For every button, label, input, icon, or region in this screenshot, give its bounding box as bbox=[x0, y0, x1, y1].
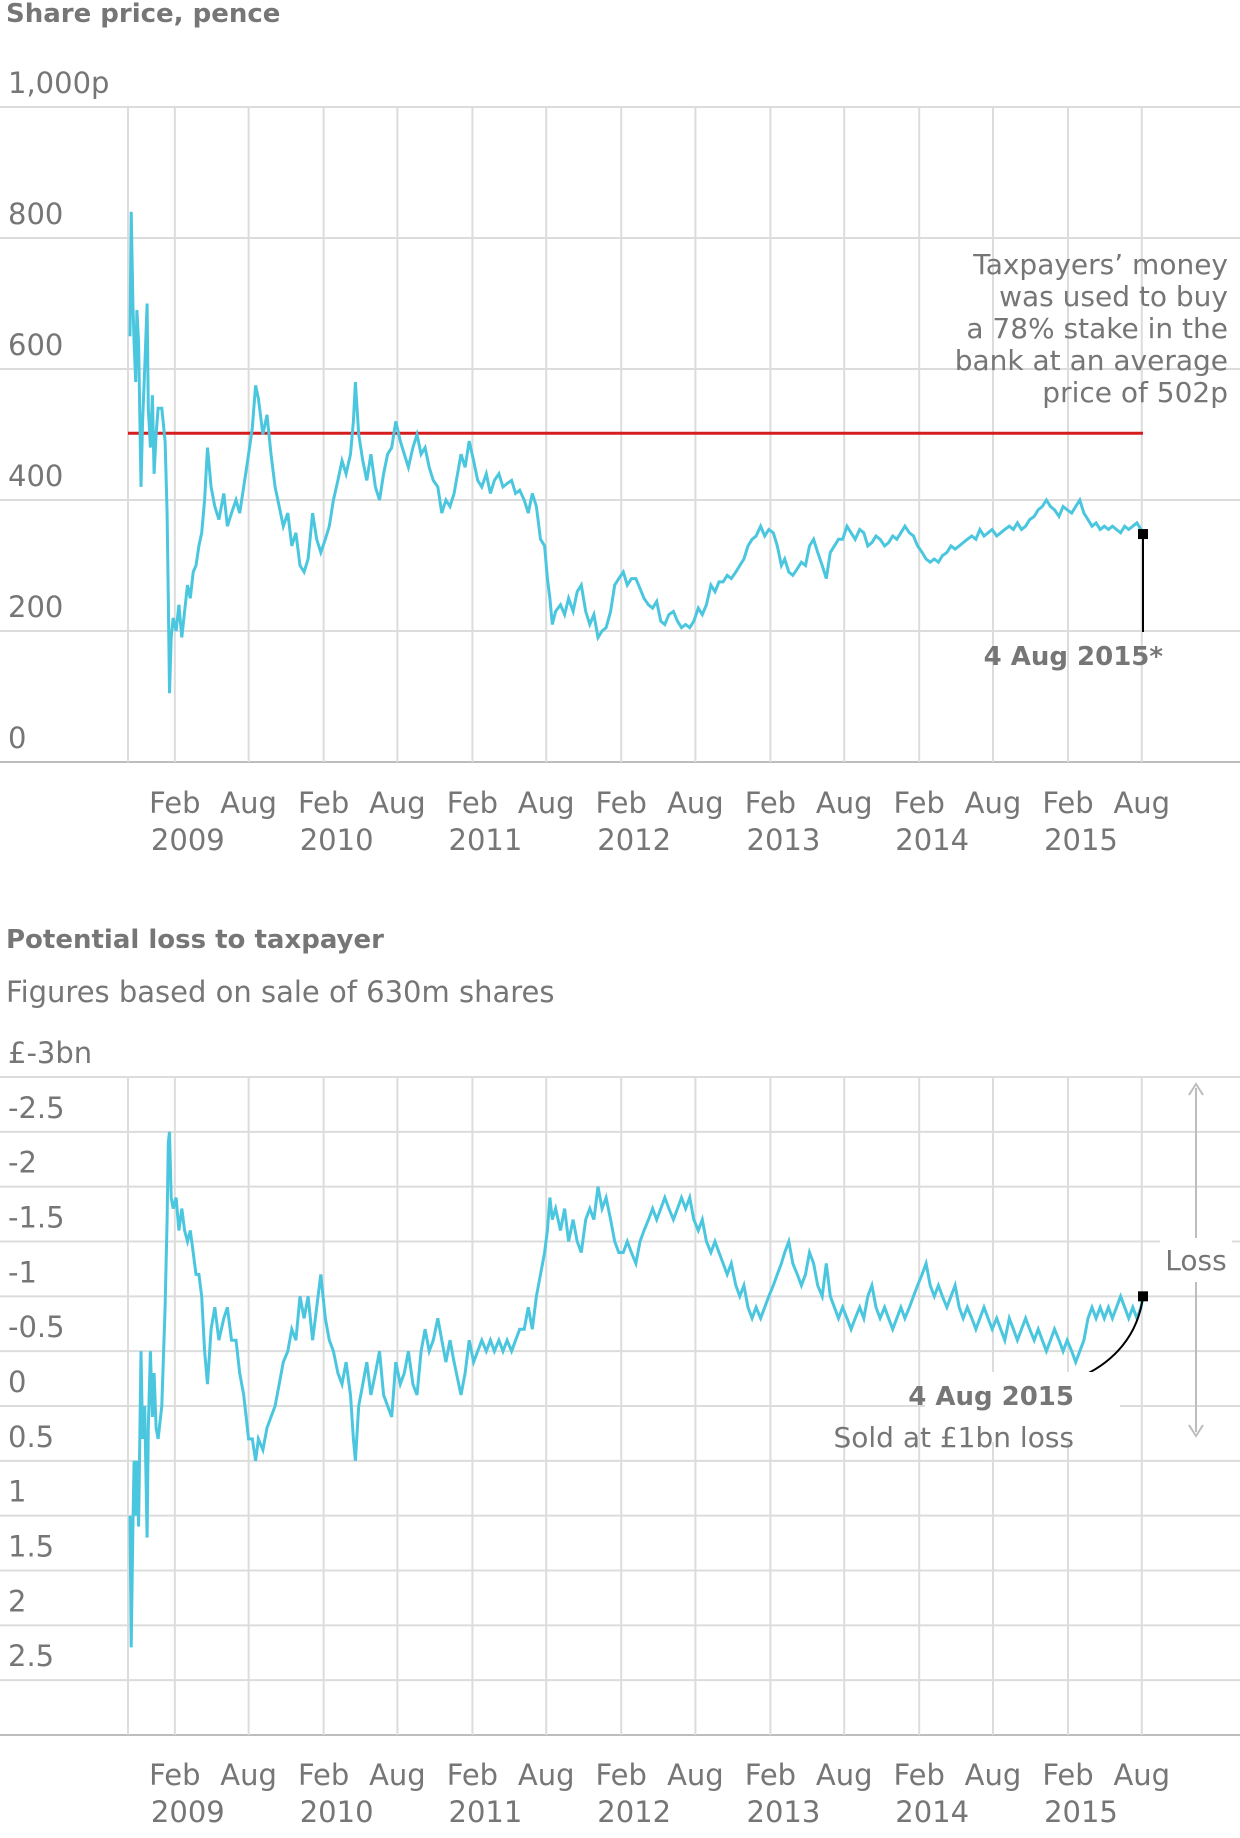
chart2-y-tick-label: -1 bbox=[8, 1255, 37, 1289]
chart2-x-tick-month: Feb bbox=[1042, 1758, 1093, 1792]
chart2-label-backdrop bbox=[925, 1372, 1120, 1442]
chart1-annotation-line-3: a 78% stake in the bbox=[966, 312, 1228, 345]
chart2-end-sublabel: Sold at £1bn loss bbox=[833, 1421, 1074, 1454]
chart1-x-tick-month: Feb bbox=[1042, 786, 1093, 820]
chart1-x-tick-month: Aug bbox=[667, 786, 724, 820]
chart2-x-gridlines bbox=[173, 1077, 1143, 1735]
chart1-annotation-line-4: bank at an average bbox=[955, 344, 1228, 377]
chart2-gridlines bbox=[0, 1076, 1240, 1736]
chart1-x-tick-month: Aug bbox=[220, 786, 277, 820]
chart1-x-tick-month: Feb bbox=[894, 786, 945, 820]
chart2-end-label: 4 Aug 2015 bbox=[908, 1382, 1074, 1412]
chart1-annotation-line-2: was used to buy bbox=[999, 280, 1228, 313]
chart1-end-marker bbox=[1138, 529, 1148, 540]
chart2-x-tick-month: Feb bbox=[745, 1758, 796, 1792]
chart1-x-tick-month: Aug bbox=[965, 786, 1022, 820]
chart2-x-tick-year: 2011 bbox=[449, 1795, 523, 1829]
chart2-y-tick-label: 2.5 bbox=[8, 1639, 54, 1673]
chart2-x-tick-month: Feb bbox=[447, 1758, 498, 1792]
chart2-x-tick-month: Feb bbox=[149, 1758, 200, 1792]
chart1-x-tick-month: Feb bbox=[298, 786, 349, 820]
chart1-x-tick-month: Feb bbox=[596, 786, 647, 820]
chart2-end-connector bbox=[1083, 1296, 1144, 1377]
chart1-x-tick-month: Aug bbox=[518, 786, 575, 820]
chart2-end-marker bbox=[1138, 1291, 1148, 1302]
chart2-y-tick-label: -1.5 bbox=[8, 1201, 65, 1235]
chart1-x-tick-year: 2011 bbox=[449, 823, 523, 857]
chart2-x-tick-year: 2009 bbox=[151, 1795, 225, 1829]
chart2-x-tick-month: Aug bbox=[667, 1758, 724, 1792]
chart2-y-tick-label: -0.5 bbox=[8, 1310, 65, 1344]
chart1-gridlines bbox=[0, 106, 1240, 763]
chart1-end-label: 4 Aug 2015* bbox=[984, 642, 1164, 672]
chart1-x-tick-year: 2012 bbox=[597, 823, 671, 857]
chart2-subtitle: Figures based on sale of 630m shares bbox=[6, 975, 554, 1009]
chart2-x-tick-year: 2013 bbox=[747, 1795, 821, 1829]
chart1-title: Share price, pence bbox=[6, 0, 280, 29]
chart2-y-tick-label: -2.5 bbox=[8, 1091, 65, 1125]
chart1-y-tick-label: 400 bbox=[8, 459, 63, 493]
chart1-y-tick-label: 0 bbox=[8, 721, 26, 755]
chart2-loss-indicator: Loss bbox=[1160, 1082, 1232, 1438]
chart2-x-tick-month: Aug bbox=[816, 1758, 873, 1792]
chart1-x-tick-year: 2013 bbox=[747, 823, 821, 857]
chart2-x-tick-month: Feb bbox=[596, 1758, 647, 1792]
chart1-annotation: Taxpayers’ money was used to buy a 78% s… bbox=[955, 248, 1228, 409]
loss-arrow-up-icon bbox=[1188, 1082, 1204, 1096]
chart1-x-tick-month: Aug bbox=[1113, 786, 1170, 820]
chart1-x-tick-month: Aug bbox=[369, 786, 426, 820]
chart2-y-tick-label: 1.5 bbox=[8, 1530, 54, 1564]
chart1-y-tick-label: 200 bbox=[8, 590, 63, 624]
chart2-x-tick-month: Aug bbox=[1113, 1758, 1170, 1792]
chart1-annotation-line-1: Taxpayers’ money bbox=[972, 248, 1228, 281]
loss-label: Loss bbox=[1165, 1244, 1226, 1277]
chart1-x-tick-year: 2010 bbox=[300, 823, 374, 857]
chart2-title: Potential loss to taxpayer bbox=[6, 925, 384, 955]
chart1-annotation-line-5: price of 502p bbox=[1042, 376, 1228, 409]
chart1-y-tick-label: 1,000p bbox=[8, 66, 109, 100]
chart1-y-tick-label: 600 bbox=[8, 328, 63, 362]
chart2-x-tick-year: 2010 bbox=[300, 1795, 374, 1829]
chart2-y-tick-label: -2 bbox=[8, 1146, 37, 1180]
chart1-x-tick-month: Feb bbox=[745, 786, 796, 820]
chart1-x-tick-month: Feb bbox=[447, 786, 498, 820]
chart2-series-line bbox=[128, 1131, 1145, 1648]
chart1-y-tick-label: 800 bbox=[8, 197, 63, 231]
share-price-chart: Share price, pence 1,000p 800 600 400 200 0 4… bbox=[0, 0, 1240, 857]
chart2-y-tick-label: £-3bn bbox=[8, 1036, 92, 1070]
chart2-y-tick-label: 2 bbox=[8, 1584, 26, 1618]
chart1-x-tick-year: 2009 bbox=[151, 823, 225, 857]
chart2-x-tick-month: Aug bbox=[518, 1758, 575, 1792]
chart2-y-tick-label: 0.5 bbox=[8, 1420, 54, 1454]
chart1-x-tick-year: 2015 bbox=[1044, 823, 1118, 857]
chart1-x-tick-month: Feb bbox=[149, 786, 200, 820]
chart1-x-tick-month: Aug bbox=[816, 786, 873, 820]
potential-loss-chart: Potential loss to taxpayer Figures based… bbox=[0, 925, 1240, 1829]
chart2-x-tick-month: Feb bbox=[894, 1758, 945, 1792]
chart1-y-ticks: 1,000p 800 600 400 200 0 bbox=[8, 66, 109, 755]
chart2-y-ticks: £-3bn -2.5 -2 -1.5 -1 -0.5 0 0.5 1 1.5 2 2.5 bbox=[8, 1036, 92, 1673]
chart2-x-tick-year: 2015 bbox=[1044, 1795, 1118, 1829]
chart2-x-tick-month: Feb bbox=[298, 1758, 349, 1792]
chart2-x-tick-month: Aug bbox=[965, 1758, 1022, 1792]
chart1-x-tick-year: 2014 bbox=[895, 823, 969, 857]
chart2-x-tick-year: 2014 bbox=[895, 1795, 969, 1829]
chart2-y-tick-label: 0 bbox=[8, 1365, 26, 1399]
chart2-x-tick-month: Aug bbox=[220, 1758, 277, 1792]
chart2-x-tick-month: Aug bbox=[369, 1758, 426, 1792]
loss-arrow-down-icon bbox=[1188, 1424, 1204, 1438]
loss-label-backdrop bbox=[1160, 1238, 1232, 1282]
chart2-y-tick-label: 1 bbox=[8, 1475, 26, 1509]
chart2-x-tick-year: 2012 bbox=[597, 1795, 671, 1829]
chart1-series-line bbox=[128, 211, 1145, 694]
